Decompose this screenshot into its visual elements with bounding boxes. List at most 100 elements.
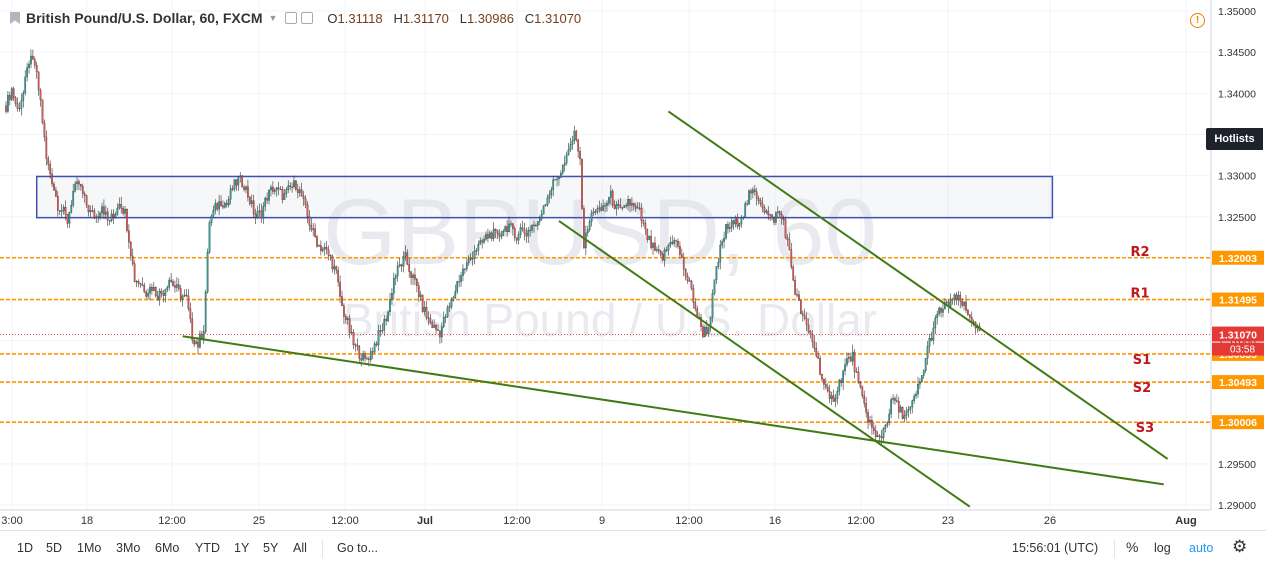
candle-body bbox=[801, 313, 804, 316]
time-tick-label: 12:00 bbox=[847, 515, 875, 527]
candle-body bbox=[967, 310, 969, 315]
candle-body bbox=[273, 189, 276, 192]
candle-body bbox=[237, 176, 240, 186]
candle-body bbox=[139, 283, 142, 285]
candle-body bbox=[81, 186, 84, 194]
candle-body bbox=[594, 211, 597, 213]
time-tick-label: 12:00 bbox=[503, 515, 531, 527]
candle-body bbox=[508, 223, 510, 233]
candle-body bbox=[95, 216, 98, 219]
candle-body bbox=[437, 329, 439, 331]
open-value: 1.31118 bbox=[337, 10, 383, 26]
candle-body bbox=[776, 211, 779, 213]
trendline-1[interactable] bbox=[182, 335, 1164, 486]
candle-body bbox=[383, 318, 386, 331]
candle-body bbox=[287, 185, 290, 190]
chart-area[interactable]: GBPUSD, 60 British Pound / U.S. Dollar R2 R… bbox=[0, 0, 1266, 530]
trendline-2[interactable] bbox=[558, 220, 971, 508]
candle-body bbox=[279, 188, 282, 190]
chart-legend: British Pound/U.S. Dollar, 60, FXCM ▼ O1… bbox=[10, 9, 581, 27]
candle-body bbox=[283, 193, 286, 200]
timeframe-ytd[interactable]: YTD bbox=[195, 541, 220, 555]
symbol-flag-icon bbox=[10, 12, 20, 24]
clock[interactable]: 15:56:01 (UTC) bbox=[1012, 541, 1099, 555]
timeframe-5y[interactable]: 5Y bbox=[263, 541, 279, 555]
candle-body bbox=[872, 427, 875, 431]
candle-body bbox=[865, 403, 868, 413]
candle-body bbox=[965, 301, 967, 311]
candle-body bbox=[262, 206, 265, 219]
candle-body bbox=[176, 284, 178, 288]
candle-body bbox=[590, 212, 593, 222]
goto-button[interactable]: Go to... bbox=[337, 541, 378, 555]
candle-body bbox=[18, 108, 21, 110]
candle-body bbox=[143, 285, 146, 293]
log-toggle[interactable]: log bbox=[1154, 541, 1171, 555]
price-tick-label: 1.33000 bbox=[1218, 171, 1256, 183]
auto-scale-toggle[interactable]: auto bbox=[1189, 541, 1214, 555]
candle-body bbox=[444, 316, 447, 318]
symbol-title[interactable]: British Pound/U.S. Dollar, 60, FXCM bbox=[26, 10, 263, 26]
candle-body bbox=[896, 400, 898, 402]
percent-toggle[interactable]: % bbox=[1126, 539, 1139, 555]
gear-icon[interactable]: ⚙ bbox=[1232, 537, 1248, 556]
candle-body bbox=[250, 200, 253, 204]
candle-body bbox=[953, 294, 956, 300]
candle-body bbox=[435, 325, 437, 330]
candle-body bbox=[848, 356, 850, 359]
candle-body bbox=[840, 379, 843, 383]
high-value: 1.31170 bbox=[402, 10, 449, 26]
candle-body bbox=[187, 295, 190, 309]
candle-body bbox=[74, 183, 76, 192]
price-tick-label: 1.34000 bbox=[1218, 88, 1256, 100]
timeframe-all[interactable]: All bbox=[293, 541, 307, 555]
candle-body bbox=[920, 375, 923, 383]
timeframe-3mo[interactable]: 3Mo bbox=[116, 541, 141, 555]
candle-body bbox=[166, 287, 169, 290]
candle-body bbox=[805, 317, 808, 326]
settings-icon[interactable] bbox=[301, 12, 314, 24]
close-label: C bbox=[524, 10, 535, 26]
timeframe-1y[interactable]: 1Y bbox=[234, 541, 250, 555]
candle-body bbox=[55, 189, 57, 197]
candle-body bbox=[352, 331, 355, 346]
timeframe-1d[interactable]: 1D bbox=[17, 541, 33, 555]
candle-body bbox=[458, 281, 460, 283]
candle-body bbox=[834, 398, 837, 402]
chevron-down-icon[interactable]: ▼ bbox=[268, 13, 278, 23]
candle-body bbox=[193, 340, 196, 345]
candle-body bbox=[750, 190, 752, 194]
candle-body bbox=[746, 203, 748, 205]
hotlists-button[interactable]: Hotlists bbox=[1206, 128, 1263, 150]
price-chart[interactable]: GBPUSD, 60 British Pound / U.S. Dollar R2 R… bbox=[0, 0, 1266, 530]
candle-body bbox=[632, 203, 635, 207]
alert-icon[interactable]: ! bbox=[1190, 13, 1205, 28]
candle-body bbox=[970, 316, 973, 322]
candle-body bbox=[60, 210, 63, 212]
candle-body bbox=[675, 240, 677, 242]
candle-body bbox=[959, 294, 962, 302]
candle-body bbox=[329, 255, 332, 257]
candle-body bbox=[43, 122, 46, 138]
time-tick-label: 12:00 bbox=[158, 515, 186, 527]
candle-body bbox=[358, 346, 361, 359]
trendline-3[interactable] bbox=[667, 110, 1169, 460]
candle-body bbox=[903, 415, 906, 419]
candle-body bbox=[798, 294, 800, 301]
time-tick-label: 12:00 bbox=[331, 515, 359, 527]
eye-icon[interactable] bbox=[285, 12, 298, 24]
candle-body bbox=[767, 210, 770, 216]
candle-body bbox=[104, 211, 107, 215]
candle-body bbox=[573, 130, 576, 141]
candle-body bbox=[312, 228, 315, 230]
candle-body bbox=[141, 284, 144, 286]
timeframe-6mo[interactable]: 6Mo bbox=[155, 541, 180, 555]
resistance-zone-rect[interactable] bbox=[35, 175, 1054, 219]
candle-body bbox=[558, 177, 560, 180]
candle-body bbox=[705, 327, 708, 334]
timeframe-5d[interactable]: 5D bbox=[46, 541, 62, 555]
candle-body bbox=[725, 224, 727, 239]
timeframe-1mo[interactable]: 1Mo bbox=[77, 541, 102, 555]
candle-body bbox=[275, 187, 278, 191]
candle-body bbox=[421, 294, 424, 312]
